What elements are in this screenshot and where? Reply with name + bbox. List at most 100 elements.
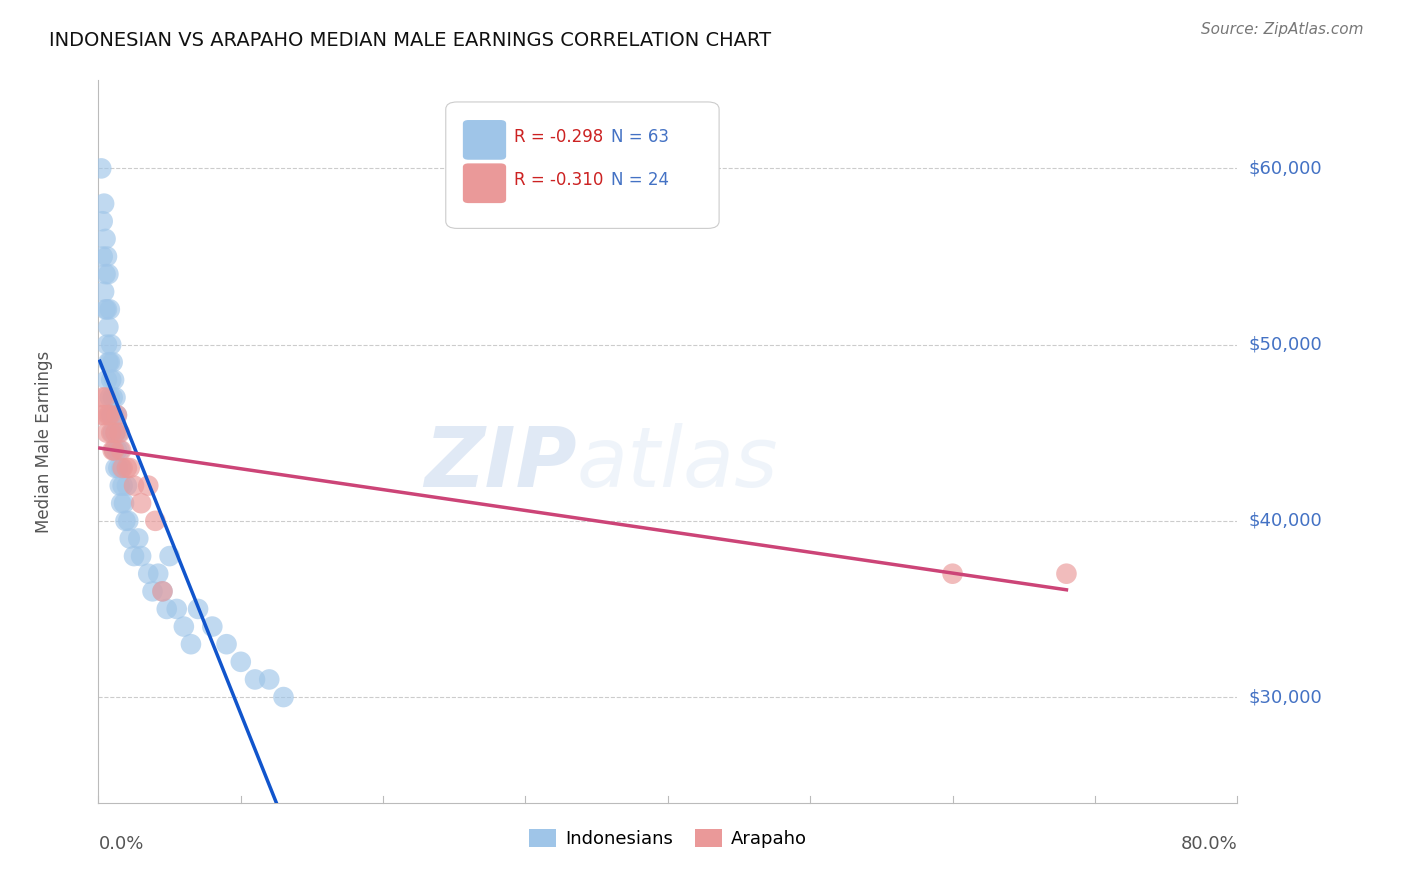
Point [97,267,120,281]
Text: $30,000: $30,000 [1249,688,1322,706]
Point [98,408,121,422]
Text: 80.0%: 80.0% [1181,835,1237,853]
Point [104,425,127,440]
Point [101,443,124,458]
Point [103,373,125,387]
Point [104,425,127,440]
Point [91,250,114,264]
Point [101,425,124,440]
Point [97,408,120,422]
Point [90,408,112,422]
Point [108,443,131,458]
Point [243,673,266,687]
Point [122,549,145,563]
Point [96,425,118,440]
Point [107,461,129,475]
Point [180,637,202,651]
Text: ZIP: ZIP [425,423,576,504]
Point [96,302,118,317]
Point [93,196,115,211]
Legend: Indonesians, Arapaho: Indonesians, Arapaho [522,822,814,855]
Point [229,655,252,669]
Text: N = 24: N = 24 [612,171,669,189]
Point [136,566,159,581]
Point [91,391,114,405]
Point [105,443,128,458]
Text: N = 63: N = 63 [612,128,669,145]
FancyBboxPatch shape [463,163,506,203]
Text: 0.0%: 0.0% [98,835,143,853]
Point [105,408,128,422]
Point [117,514,139,528]
Text: $60,000: $60,000 [1249,160,1322,178]
Text: R = -0.310: R = -0.310 [515,171,603,189]
Point [108,425,131,440]
Point [159,549,181,563]
Point [112,496,135,510]
Point [94,232,117,246]
Point [93,285,115,299]
Point [152,584,174,599]
Point [90,161,112,176]
Point [118,461,141,475]
Point [96,337,118,351]
Point [122,478,145,492]
Text: $40,000: $40,000 [1249,512,1322,530]
Point [108,478,131,492]
Point [105,408,128,422]
Point [114,514,136,528]
Point [187,602,209,616]
Point [110,461,132,475]
Point [101,391,124,405]
Point [152,584,174,599]
Point [215,637,238,651]
Point [1056,566,1078,581]
Point [104,391,127,405]
Text: atlas: atlas [576,423,779,504]
Point [96,250,118,264]
Point [141,584,163,599]
Text: $50,000: $50,000 [1249,335,1322,353]
Point [942,566,965,581]
Point [101,355,124,369]
Point [115,461,138,475]
Point [111,478,134,492]
Point [103,408,125,422]
Point [100,337,122,351]
Point [97,320,120,334]
Point [98,391,121,405]
Point [100,373,122,387]
Point [118,532,141,546]
Point [259,673,281,687]
Point [115,478,138,492]
Point [107,425,129,440]
Point [98,302,121,317]
Text: Median Male Earnings: Median Male Earnings [35,351,53,533]
FancyBboxPatch shape [446,102,718,228]
Point [103,443,125,458]
Point [156,602,179,616]
Point [129,496,152,510]
Point [93,408,115,422]
Text: R = -0.298: R = -0.298 [515,128,603,145]
Point [145,514,167,528]
Point [104,461,127,475]
Point [94,302,117,317]
Point [96,373,118,387]
Point [91,214,114,228]
Point [166,602,188,616]
Text: Source: ZipAtlas.com: Source: ZipAtlas.com [1201,22,1364,37]
Point [173,619,195,633]
Point [110,443,132,458]
Point [111,461,134,475]
Point [100,425,122,440]
Point [148,566,170,581]
Point [127,532,149,546]
Point [94,391,117,405]
Point [110,496,132,510]
FancyBboxPatch shape [463,120,506,160]
Point [97,355,120,369]
Text: INDONESIAN VS ARAPAHO MEDIAN MALE EARNINGS CORRELATION CHART: INDONESIAN VS ARAPAHO MEDIAN MALE EARNIN… [49,31,772,50]
Point [136,478,159,492]
Point [103,443,125,458]
